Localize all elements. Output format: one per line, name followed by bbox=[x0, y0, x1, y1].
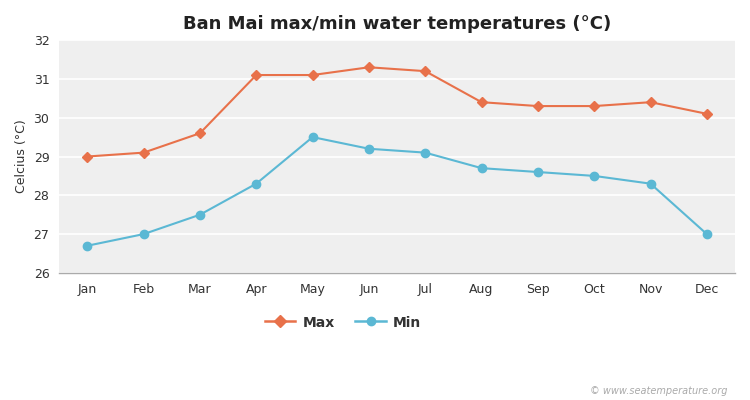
Max bbox=[646, 100, 655, 104]
Max bbox=[590, 104, 598, 108]
Min bbox=[308, 135, 317, 140]
Max bbox=[533, 104, 542, 108]
Min bbox=[590, 174, 598, 178]
Max bbox=[252, 73, 261, 78]
Line: Max: Max bbox=[83, 64, 711, 160]
Max bbox=[82, 154, 92, 159]
Min bbox=[252, 181, 261, 186]
Min bbox=[646, 181, 655, 186]
Max bbox=[364, 65, 374, 70]
Text: © www.seatemperature.org: © www.seatemperature.org bbox=[590, 386, 728, 396]
Max bbox=[308, 73, 317, 78]
Max bbox=[140, 150, 148, 155]
Line: Min: Min bbox=[83, 133, 711, 250]
Min bbox=[196, 212, 205, 217]
Min bbox=[421, 150, 430, 155]
Min bbox=[477, 166, 486, 170]
Min bbox=[702, 232, 711, 236]
Y-axis label: Celcius (°C): Celcius (°C) bbox=[15, 120, 28, 193]
Legend: Max, Min: Max, Min bbox=[260, 310, 427, 335]
Min bbox=[140, 232, 148, 236]
Min bbox=[364, 146, 374, 151]
Max bbox=[196, 131, 205, 136]
Max bbox=[702, 112, 711, 116]
Max bbox=[421, 69, 430, 74]
Title: Ban Mai max/min water temperatures (°C): Ban Mai max/min water temperatures (°C) bbox=[183, 15, 611, 33]
Min bbox=[82, 243, 92, 248]
Min bbox=[533, 170, 542, 174]
Max bbox=[477, 100, 486, 104]
